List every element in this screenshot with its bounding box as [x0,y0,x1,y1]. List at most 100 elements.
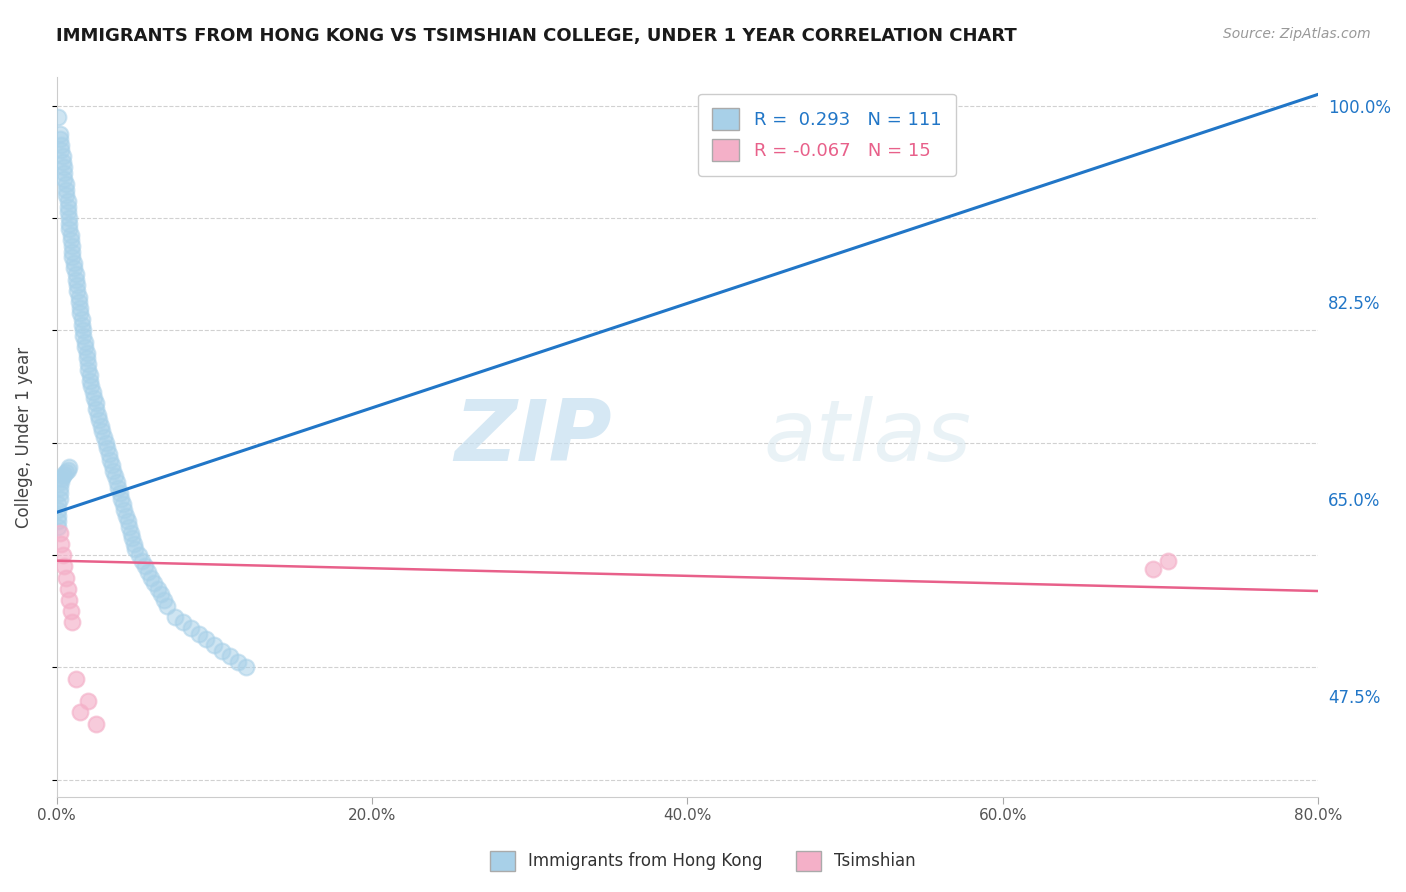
Point [67,289,90,303]
Point [46,498,69,512]
Point [58,217,80,231]
Point [121,531,143,545]
Point [141,570,163,584]
Point [83,391,105,405]
Point [195,632,218,647]
Point [66,278,89,293]
Point [1142,561,1164,575]
Point [70,318,93,332]
Point [76,351,98,366]
Legend: R =  0.293   N = 111, R = -0.067   N = 15: R = 0.293 N = 111, R = -0.067 N = 15 [697,94,956,176]
Point [98,452,121,467]
Point [108,486,131,500]
Point [49,127,72,141]
Point [53,166,76,180]
Point [66,284,89,298]
Point [172,615,194,630]
Point [56,582,79,596]
Point [58,211,80,225]
Point [90,418,112,433]
Point [77,362,100,376]
Point [55,178,77,192]
Point [118,520,141,534]
Point [84,396,107,410]
Point [56,463,79,477]
Point [110,491,132,506]
Point [96,442,118,456]
Point [103,464,125,478]
Point [70,312,93,326]
Point [115,508,138,523]
Point [117,514,139,528]
Point [128,548,150,562]
Point [72,329,94,343]
Point [235,660,257,674]
Point [56,205,79,219]
Text: atlas: atlas [763,395,972,478]
Point [55,183,77,197]
Point [69,306,91,320]
Point [52,469,75,483]
Point [79,368,101,383]
Point [101,458,124,472]
Point [53,559,76,574]
Point [46,514,69,528]
Point [60,244,83,259]
Point [111,498,134,512]
Point [46,508,69,523]
Point [53,171,76,186]
Point [104,469,127,483]
Point [149,587,172,601]
Point [69,301,91,315]
Point [49,132,72,146]
Point [93,430,115,444]
Point [52,548,75,562]
Point [134,559,156,574]
Point [58,460,80,475]
Point [60,239,83,253]
Point [91,425,114,439]
Text: IMMIGRANTS FROM HONG KONG VS TSIMSHIAN COLLEGE, UNDER 1 YEAR CORRELATION CHART: IMMIGRANTS FROM HONG KONG VS TSIMSHIAN C… [56,27,1017,45]
Point [49,491,72,506]
Point [52,154,75,169]
Point [84,716,107,731]
Point [56,200,79,214]
Point [46,110,69,124]
Point [59,233,82,247]
Point [76,345,98,359]
Point [60,250,83,264]
Point [46,520,69,534]
Point [63,256,86,270]
Point [226,655,249,669]
Point [153,593,176,607]
Point [55,465,77,479]
Point [58,222,80,236]
Point [112,503,135,517]
Point [187,626,209,640]
Point [51,475,73,489]
Point [136,565,159,579]
Point [55,188,77,202]
Point [163,610,186,624]
Point [77,357,100,371]
Point [156,599,179,613]
Point [49,481,72,495]
Point [105,475,128,489]
Point [49,486,72,500]
Point [97,447,120,461]
Text: Source: ZipAtlas.com: Source: ZipAtlas.com [1223,27,1371,41]
Point [180,621,202,635]
Point [202,638,225,652]
Point [82,385,104,400]
Point [146,582,169,596]
Point [107,481,129,495]
Point [72,323,94,337]
Point [120,525,142,540]
Point [73,340,96,354]
Point [53,161,76,175]
Point [89,413,111,427]
Point [79,374,101,388]
Point [122,537,145,551]
Point [52,149,75,163]
Point [60,615,83,630]
